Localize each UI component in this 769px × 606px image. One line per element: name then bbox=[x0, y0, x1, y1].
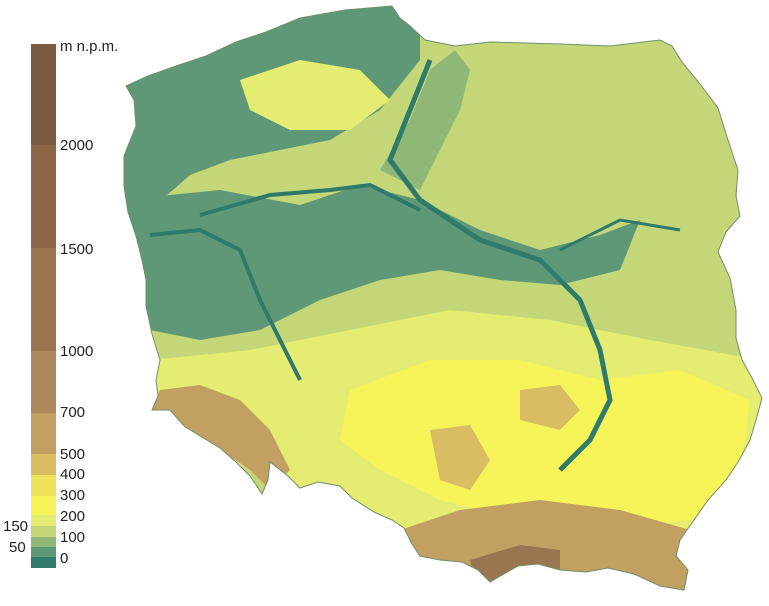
legend-segment-50-100 bbox=[31, 537, 56, 547]
legend-segment-100-150 bbox=[31, 526, 56, 537]
legend-tick-700: 700 bbox=[60, 404, 86, 421]
legend-tick-400: 400 bbox=[60, 466, 86, 483]
river-odra bbox=[149, 227, 302, 381]
legend-segment-0-50 bbox=[31, 547, 56, 557]
zone-central-lowland bbox=[124, 185, 640, 340]
legend-segment-below-0 bbox=[31, 557, 56, 568]
legend-tick-1000: 1000 bbox=[60, 343, 94, 360]
legend-tick-500: 500 bbox=[60, 446, 86, 463]
legend-segment-300-400 bbox=[31, 475, 56, 496]
legend-segment-400-500 bbox=[31, 454, 56, 475]
legend-tick-0: 0 bbox=[60, 550, 69, 567]
legend-segment-150-200 bbox=[31, 515, 56, 526]
legend-segment-2000-2500 bbox=[31, 44, 56, 145]
legend-segment-1500-2000 bbox=[31, 145, 56, 248]
legend-tick-50: 50 bbox=[9, 539, 26, 556]
river-vistula bbox=[387, 59, 613, 472]
zone-coastal-lowland bbox=[124, 6, 420, 260]
legend-tick-300: 300 bbox=[60, 487, 86, 504]
zone-sudetes bbox=[150, 385, 290, 490]
zone-krakow-upland bbox=[430, 425, 490, 490]
legend-tick-2000: 2000 bbox=[60, 137, 94, 154]
legend-unit-label: m n.p.m. bbox=[60, 38, 119, 55]
legend-segment-200-300 bbox=[31, 496, 56, 515]
zone-vistula-valley bbox=[380, 50, 470, 190]
legend-tick-150: 150 bbox=[3, 518, 29, 535]
legend-tick-1500: 1500 bbox=[60, 241, 94, 258]
river-bug bbox=[559, 218, 681, 252]
legend-tick-200: 200 bbox=[60, 508, 86, 525]
zone-lakeland-upland bbox=[240, 60, 390, 130]
legend-tick-100: 100 bbox=[60, 529, 86, 546]
zone-highland bbox=[340, 360, 750, 530]
legend-segment-500-700 bbox=[31, 413, 56, 454]
zone-holy-cross bbox=[520, 385, 580, 430]
legend-segment-700-1000 bbox=[31, 351, 56, 413]
legend-segment-1000-1500 bbox=[31, 248, 56, 351]
river-warta bbox=[199, 182, 421, 217]
